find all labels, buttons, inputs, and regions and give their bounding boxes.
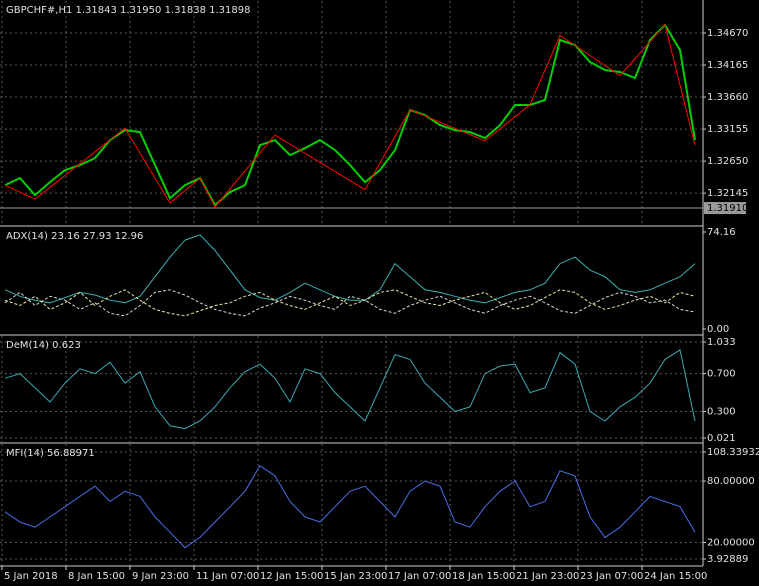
x-tick-label: 21 Jan 23:00 [516,571,579,582]
y-tick-label: 20.00000 [707,538,755,549]
y-tick-label: 0.00 [707,324,729,335]
panel-title: MFI(14) 56.88971 [6,448,95,459]
x-tick-label: 8 Jan 15:00 [68,571,125,582]
last-price-box [704,202,746,215]
y-tick-label: 0.700 [707,369,736,380]
y-tick-label: 1.033 [707,337,736,348]
y-tick-label: 0.300 [707,407,736,418]
panel-title: GBPCHF#,H1 1.31843 1.31950 1.31838 1.318… [6,5,250,16]
last-price-label: 1.31910 [707,203,748,214]
series-line [4,289,696,317]
y-tick-label: 1.32145 [707,188,748,199]
x-tick-label: 24 Jan 15:00 [644,571,707,582]
y-tick-label: 108.33932 [707,447,759,458]
series-line [4,349,696,430]
y-tick-label: 1.34670 [707,28,748,39]
series-line [4,289,696,317]
x-tick-label: 5 Jan 2018 [4,571,58,582]
y-tick-label: 0.021 [707,433,736,444]
x-tick-label: 17 Jan 07:00 [388,571,451,582]
series-line [4,234,696,304]
series-line [4,23,696,208]
y-tick-label: 1.34165 [707,60,748,71]
x-tick-label: 12 Jan 15:00 [260,571,323,582]
y-tick-label: 74.16 [707,227,736,238]
y-tick-label: 3.92889 [707,554,748,565]
y-tick-label: 1.33155 [707,124,748,135]
x-tick-label: 9 Jan 23:00 [132,571,189,582]
x-tick-label: 23 Jan 07:00 [580,571,643,582]
y-tick-label: 1.32650 [707,156,748,167]
x-tick-label: 15 Jan 23:00 [324,571,387,582]
y-tick-label: 80.00000 [707,476,755,487]
y-tick-label: 1.33660 [707,92,748,103]
panel-title: ADX(14) 23.16 27.93 12.96 [6,231,143,242]
series-line [4,23,696,207]
series-line [4,464,696,549]
panel-title: DeM(14) 0.623 [6,340,81,351]
x-tick-label: 18 Jan 15:00 [452,571,515,582]
x-tick-label: 11 Jan 07:00 [196,571,259,582]
